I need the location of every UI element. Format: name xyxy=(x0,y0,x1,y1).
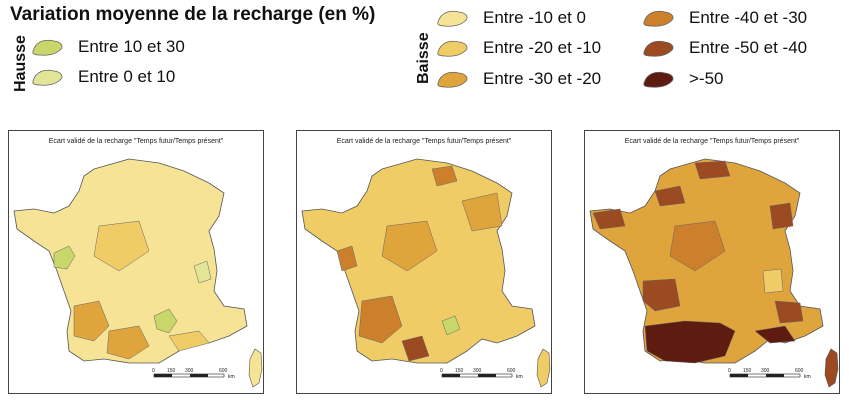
region-decline-mediterranean xyxy=(168,330,210,352)
legend-item-baisse-0: Entre -10 et 0 xyxy=(435,8,586,28)
map-panel-1: 0 150 300 600 km Ecart validé de la rech… xyxy=(8,130,264,394)
legend-item-baisse-2: Entre -30 et -20 xyxy=(435,69,601,89)
region-decline-alps xyxy=(774,300,804,324)
scale-bar-segment xyxy=(478,374,496,377)
legend-swatch xyxy=(437,10,468,27)
corsica xyxy=(248,348,263,388)
region-decline-alps-light xyxy=(762,268,784,294)
hausse-label: Hausse xyxy=(12,35,29,92)
scale-tick: 600 xyxy=(507,368,516,374)
legend-swatch xyxy=(32,39,63,56)
region-decline-normandy xyxy=(654,185,686,207)
scale-tick: 300 xyxy=(761,368,770,374)
legend-swatch xyxy=(643,10,674,27)
region-decline-west xyxy=(336,245,358,272)
scale-tick: 600 xyxy=(219,368,228,374)
legend-label: Entre -40 et -30 xyxy=(689,8,808,27)
scale-bar-segment xyxy=(190,374,208,377)
scale-tick: 0 xyxy=(152,368,155,374)
region-decline-mediterranean xyxy=(754,325,796,344)
region-decline-south xyxy=(644,320,736,364)
region-decline-pyrenees xyxy=(106,325,150,360)
legend-label: Entre -50 et -40 xyxy=(689,38,808,57)
corsica xyxy=(536,348,551,388)
scale-tick: 150 xyxy=(455,368,464,374)
scale-bar-segment xyxy=(766,374,784,377)
region-hausse-alps xyxy=(193,260,212,284)
region-decline-north xyxy=(431,165,458,187)
region-decline-southwest xyxy=(642,278,681,312)
legend-item-hausse-0-10: Entre 0 et 10 xyxy=(30,67,175,87)
scale-unit: km xyxy=(228,374,235,380)
region-decline-center xyxy=(93,220,150,272)
map-caption: Ecart validé de la recharge "Temps futur… xyxy=(48,138,224,145)
baisse-label: Baisse xyxy=(415,32,432,84)
scale-tick: 300 xyxy=(185,368,194,374)
region-decline-pyrenees xyxy=(401,335,430,362)
legend-label: >-50 xyxy=(689,69,724,88)
scale-tick: 600 xyxy=(795,368,804,374)
legend-label: Entre 0 et 10 xyxy=(78,67,176,86)
region-decline-southwest xyxy=(73,300,110,342)
legend-item-baisse-5: >-50 xyxy=(641,69,724,89)
legend-item-hausse-10-30: Entre 10 et 30 xyxy=(30,37,185,57)
scale-tick: 0 xyxy=(728,368,731,374)
legend-label: Entre -20 et -10 xyxy=(483,38,602,57)
legend-item-baisse-3: Entre -40 et -30 xyxy=(641,8,807,28)
legend-label: Entre -10 et 0 xyxy=(483,8,587,27)
scale-bar-segment xyxy=(730,374,748,377)
region-decline-southwest xyxy=(358,295,403,344)
legend-item-baisse-1: Entre -20 et -10 xyxy=(435,38,601,58)
region-decline-center xyxy=(381,220,438,272)
france-map-1: 0 150 300 600 km xyxy=(13,158,263,388)
france-map-3: 0 150 300 600 km xyxy=(589,158,839,388)
region-decline-center xyxy=(669,220,726,272)
region-decline-north xyxy=(694,160,731,180)
region-decline-east xyxy=(769,202,794,230)
scale-unit: km xyxy=(804,374,811,380)
region-hausse-rhone xyxy=(153,308,178,334)
legend-title: Variation moyenne de la recharge (en %) xyxy=(10,4,376,25)
scale-tick: 150 xyxy=(743,368,752,374)
map-caption: Ecart validé de la recharge "Temps futur… xyxy=(336,138,512,145)
scale-tick: 0 xyxy=(440,368,443,374)
legend-swatch xyxy=(437,71,468,88)
corsica xyxy=(824,348,839,388)
scale-tick: 150 xyxy=(167,368,176,374)
legend-swatch xyxy=(643,40,674,57)
legend-label: Entre 10 et 30 xyxy=(78,37,185,56)
region-decline-brittany xyxy=(592,208,626,230)
region-hausse-rhone xyxy=(441,315,461,336)
legend-swatch xyxy=(437,40,468,57)
scale-bar-segment xyxy=(442,374,460,377)
france-map-2: 0 150 300 600 km xyxy=(301,158,551,388)
map-panel-2: 0 150 300 600 km Ecart validé de la rech… xyxy=(296,130,552,394)
map-caption: Ecart validé de la recharge "Temps futur… xyxy=(624,138,800,145)
scale-unit: km xyxy=(516,374,523,380)
legend-label: Entre -30 et -20 xyxy=(483,69,602,88)
legend-swatch xyxy=(32,69,63,86)
region-decline-east xyxy=(461,192,503,232)
legend-item-baisse-4: Entre -50 et -40 xyxy=(641,38,807,58)
map-panel-3: 0 150 300 600 km Ecart validé de la rech… xyxy=(584,130,840,394)
legend-swatch xyxy=(643,71,674,88)
region-hausse-west xyxy=(53,245,76,270)
scale-tick: 300 xyxy=(473,368,482,374)
scale-bar-segment xyxy=(154,374,172,377)
